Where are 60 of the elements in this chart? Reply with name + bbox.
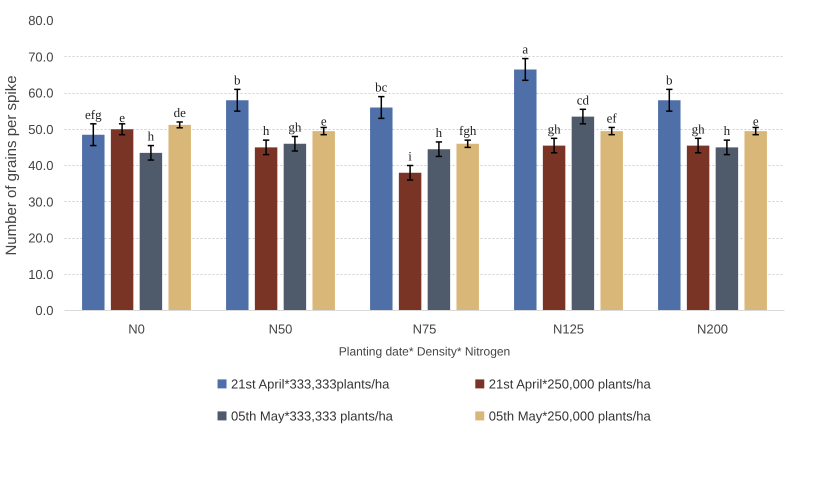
data-label: b (234, 72, 241, 88)
x-tick-label: N125 (552, 322, 584, 336)
bar (168, 124, 191, 310)
bar (428, 149, 450, 310)
data-label: fgh (459, 123, 477, 138)
data-label: gh (288, 120, 302, 134)
legend-label: 05th May*333,333 plants/ha (231, 408, 394, 424)
bar (542, 146, 566, 310)
bar (744, 131, 767, 310)
y-tick-label: 40.0 (28, 158, 54, 173)
data-label: b (666, 72, 673, 88)
y-tick-label: 0.0 (35, 303, 54, 318)
x-tick-label: N0 (128, 322, 145, 336)
y-tick-label: 60.0 (28, 86, 54, 100)
y-tick-label: 10.0 (28, 266, 54, 282)
data-label: ef (606, 110, 618, 126)
data-label: bc (375, 80, 388, 95)
bar (370, 108, 393, 310)
bar (82, 134, 105, 310)
y-tick-label: 30.0 (28, 194, 54, 210)
data-label: cd (576, 92, 590, 108)
x-axis-title: Planting date* Density* Nitrogen (338, 344, 510, 358)
data-label: e (752, 113, 759, 128)
y-tick-label: 80.0 (28, 13, 54, 28)
legend-label: 05th May*250,000 plants/ha (488, 408, 652, 424)
bar (140, 152, 162, 310)
y-tick-label: 20.0 (28, 230, 54, 246)
data-label: a (522, 42, 528, 57)
x-tick-label: N75 (412, 322, 436, 336)
bar (226, 100, 249, 310)
legend-label: 21st April*333,333plants/ha (231, 376, 390, 392)
bar (284, 144, 306, 310)
bar (110, 129, 134, 310)
x-tick-label: N50 (268, 322, 292, 336)
bar (254, 147, 278, 310)
data-label: h (148, 128, 155, 144)
x-tick-label: N200 (696, 322, 728, 336)
data-label: e (119, 110, 126, 125)
data-label: h (262, 123, 270, 138)
data-label: h (436, 124, 443, 140)
bar (716, 147, 738, 310)
bar (514, 69, 537, 310)
data-label: i (408, 148, 412, 164)
legend-label: 21st April*250,000 plants/ha (488, 376, 652, 392)
data-label: e (320, 113, 327, 128)
bar (312, 131, 335, 310)
bar (686, 146, 710, 310)
data-label: h (724, 123, 731, 138)
bar (456, 144, 479, 310)
data-label: de (174, 105, 186, 120)
data-label: gh (692, 121, 706, 136)
bar (398, 172, 422, 310)
data-label: efg (85, 106, 102, 122)
y-axis-title: Number of grains per spike (3, 75, 20, 256)
y-tick-label: 50.0 (28, 122, 54, 137)
data-label: gh (548, 121, 562, 136)
bar (658, 100, 681, 310)
y-tick-label: 70.0 (28, 49, 54, 64)
bar (600, 131, 623, 310)
bar (572, 116, 594, 310)
